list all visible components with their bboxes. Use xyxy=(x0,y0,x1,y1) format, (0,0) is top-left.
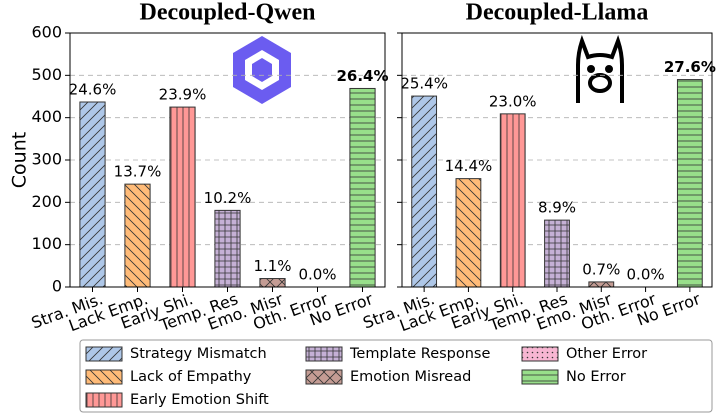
bar-hatch xyxy=(214,209,241,288)
percent-label: 0.7% xyxy=(582,260,620,278)
bar-hatch xyxy=(79,101,106,288)
legend-label: Other Error xyxy=(566,346,647,362)
percent-label: 27.6% xyxy=(664,58,716,76)
llama-icon xyxy=(576,35,624,103)
percent-label: 23.0% xyxy=(489,92,537,110)
y-tick-label: 600 xyxy=(31,23,62,42)
legend-swatch-hatch xyxy=(305,346,343,362)
bar-hatch xyxy=(499,113,526,288)
bar xyxy=(169,106,196,288)
bar-hatch xyxy=(259,278,286,288)
bar xyxy=(588,281,615,288)
axes-frame xyxy=(401,32,713,288)
percent-label: 24.6% xyxy=(69,81,117,99)
bar-hatch xyxy=(544,219,570,288)
legend-swatch-hatch xyxy=(521,346,559,362)
percent-label: 25.4% xyxy=(400,75,448,93)
legend-label: Strategy Mismatch xyxy=(130,346,267,362)
bar xyxy=(499,113,526,288)
legend-swatch-hatch xyxy=(85,369,123,385)
y-tick-label: 400 xyxy=(31,107,62,126)
legend-swatch-hatch xyxy=(305,369,343,385)
y-tick-label: 300 xyxy=(31,150,62,169)
bar xyxy=(214,209,241,288)
percent-label: 14.4% xyxy=(445,157,493,175)
percent-label: 1.1% xyxy=(253,257,291,275)
qwen-logo xyxy=(233,36,291,104)
bar xyxy=(411,95,438,288)
legend-label: Early Emotion Shift xyxy=(130,392,269,408)
percent-label: 8.9% xyxy=(538,199,576,217)
percent-label: 23.9% xyxy=(159,86,207,104)
legend-label: Lack of Empathy xyxy=(130,369,252,385)
y-tick-label: 100 xyxy=(31,234,62,253)
bar xyxy=(349,87,376,288)
legend-swatch-hatch xyxy=(85,346,123,362)
bar-hatch xyxy=(349,87,376,288)
y-axis-label: Count xyxy=(9,132,31,188)
bar-hatch xyxy=(411,95,438,288)
axes-frame xyxy=(69,32,386,288)
percent-label: 0.0% xyxy=(298,266,336,284)
percent-label: 0.0% xyxy=(627,266,665,284)
bar xyxy=(676,79,703,288)
bar-hatch xyxy=(169,106,196,288)
bar-hatch xyxy=(455,178,482,288)
bar xyxy=(259,278,286,288)
legend-label: Template Response xyxy=(349,346,490,362)
percent-label: 26.4% xyxy=(336,67,388,85)
bar xyxy=(544,219,570,288)
y-tick-label: 0 xyxy=(52,277,62,296)
bar xyxy=(455,178,482,288)
legend-swatch-hatch xyxy=(85,392,123,408)
bar xyxy=(124,183,151,288)
percent-label: 10.2% xyxy=(204,189,252,207)
percent-label: 13.7% xyxy=(114,163,162,181)
y-tick-label: 200 xyxy=(31,192,62,211)
legend-label: Emotion Misread xyxy=(350,369,471,385)
y-tick-label: 500 xyxy=(31,65,62,84)
bar xyxy=(79,101,106,288)
bar-hatch xyxy=(124,183,151,288)
legend-swatch-hatch xyxy=(521,369,559,385)
chart-title: Decoupled-Qwen xyxy=(140,0,316,26)
bar-hatch xyxy=(588,281,615,288)
legend-label: No Error xyxy=(566,369,626,385)
chart-title: Decoupled-Llama xyxy=(466,0,649,26)
bar-hatch xyxy=(676,79,703,288)
